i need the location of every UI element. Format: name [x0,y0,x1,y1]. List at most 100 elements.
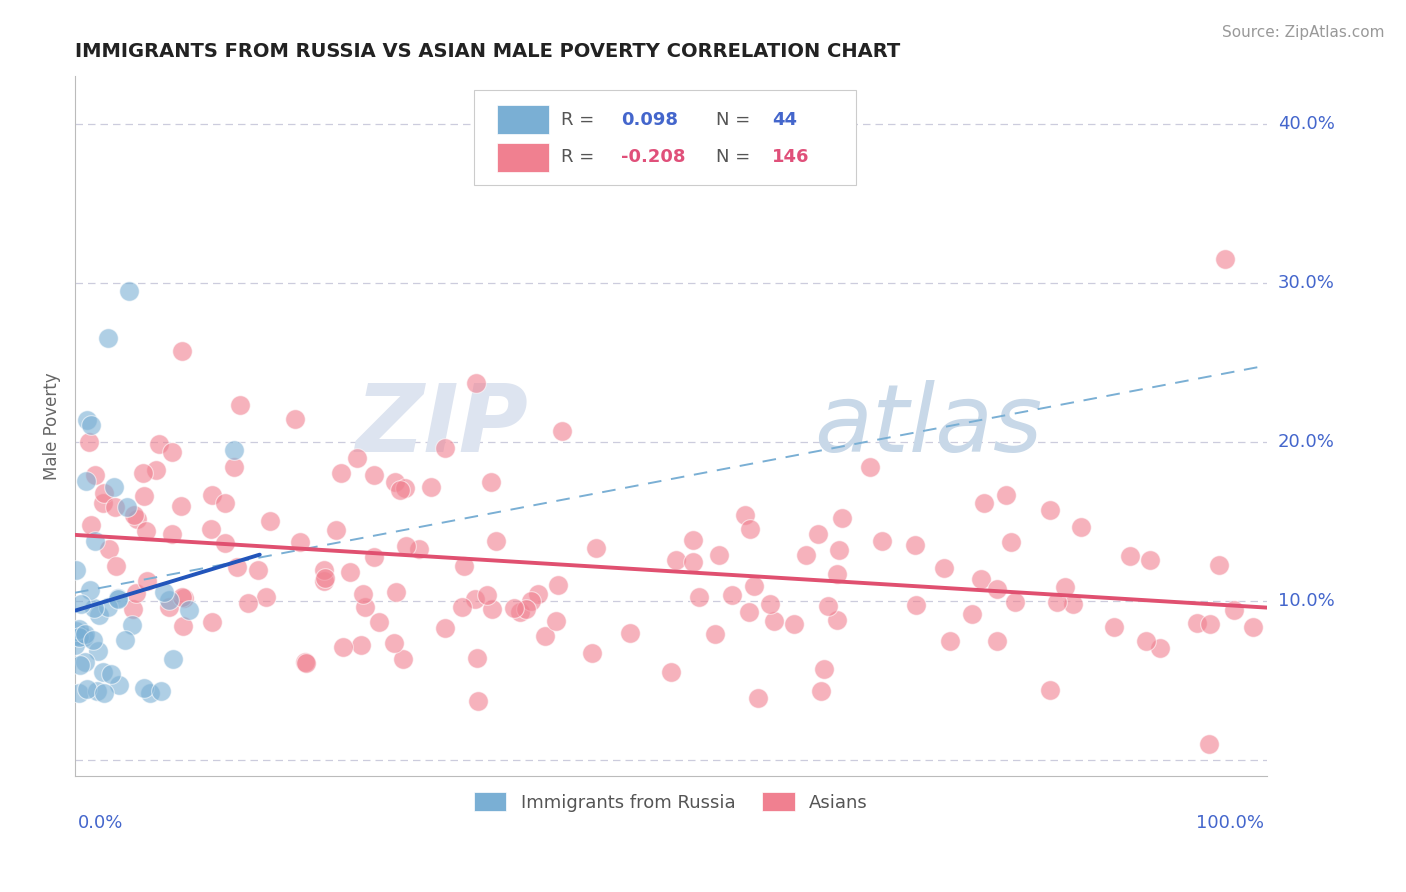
Point [79,583,101,598]
Point [75,475,97,489]
Point [1046,595,1069,609]
Point [222,460,245,475]
Point [485,534,508,549]
Point [200,522,222,536]
Point [1062,597,1084,611]
Point [382,636,405,650]
Text: 0.098: 0.098 [621,111,678,128]
Text: 100.0%: 100.0% [1197,814,1264,832]
Point [121,602,143,616]
Point [91,665,114,680]
Point [859,459,882,474]
Point [67,686,90,700]
Text: IMMIGRANTS FROM RUSSIA VS ASIAN MALE POVERTY CORRELATION CHART: IMMIGRANTS FROM RUSSIA VS ASIAN MALE POV… [75,42,900,61]
Point [79,418,101,433]
Point [688,590,710,604]
Point [585,541,607,556]
Point [813,662,835,676]
Point [169,500,191,514]
FancyBboxPatch shape [496,143,550,172]
Point [533,629,555,643]
Point [986,582,1008,596]
Point [170,344,193,359]
Point [135,524,157,539]
Point [544,614,567,628]
Point [157,592,180,607]
Point [162,526,184,541]
Point [870,534,893,549]
Point [117,284,139,298]
Point [408,542,430,557]
Point [87,644,110,658]
Point [83,533,105,548]
Point [100,666,122,681]
Point [107,677,129,691]
Point [734,508,756,522]
Point [173,591,195,605]
Point [93,686,115,700]
Point [704,627,727,641]
Point [134,489,156,503]
Point [172,590,194,604]
Text: R =: R = [561,111,600,128]
Text: 20.0%: 20.0% [1278,433,1334,450]
Point [329,466,352,480]
Point [747,691,769,706]
Point [960,607,983,622]
Point [828,542,851,557]
Point [87,607,110,622]
Point [527,587,550,601]
Point [825,613,848,627]
Point [939,634,962,648]
Point [1241,620,1264,634]
Point [148,437,170,451]
Point [1208,558,1230,572]
Point [107,591,129,606]
Point [1119,549,1142,564]
Point [69,597,91,611]
Point [986,634,1008,648]
Point [1198,737,1220,751]
Point [707,548,730,562]
Point [450,600,472,615]
Point [67,622,90,636]
Point [247,563,270,577]
Point [214,496,236,510]
Point [288,535,311,549]
Point [226,559,249,574]
Point [1070,520,1092,534]
Point [75,626,97,640]
Text: 44: 44 [772,111,797,128]
Point [433,621,456,635]
Point [67,630,90,644]
Point [259,514,281,528]
Point [1039,683,1062,698]
Point [1000,535,1022,549]
Point [132,466,155,480]
Point [740,522,762,536]
Point [229,398,252,412]
Point [1004,595,1026,609]
Point [1102,619,1125,633]
Point [177,603,200,617]
Point [389,483,412,498]
Point [135,574,157,588]
Point [395,539,418,553]
Point [547,577,569,591]
Point [1149,640,1171,655]
Point [121,618,143,632]
Point [93,486,115,500]
Point [346,450,368,465]
Point [810,683,832,698]
Point [419,480,441,494]
Point [509,605,531,619]
Point [294,655,316,669]
Point [682,533,704,547]
Point [132,681,155,695]
Point [73,630,96,644]
Point [995,488,1018,502]
Point [682,556,704,570]
Point [932,561,955,575]
Point [581,646,603,660]
Point [107,592,129,607]
